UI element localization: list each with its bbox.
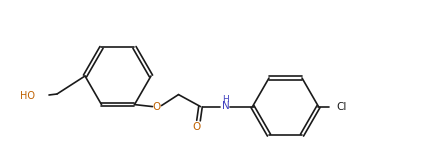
- Text: O: O: [152, 102, 161, 112]
- Text: Cl: Cl: [337, 102, 347, 112]
- Text: O: O: [192, 122, 201, 132]
- Text: HO: HO: [20, 91, 35, 101]
- Text: N: N: [222, 101, 229, 111]
- Text: H: H: [222, 95, 229, 104]
